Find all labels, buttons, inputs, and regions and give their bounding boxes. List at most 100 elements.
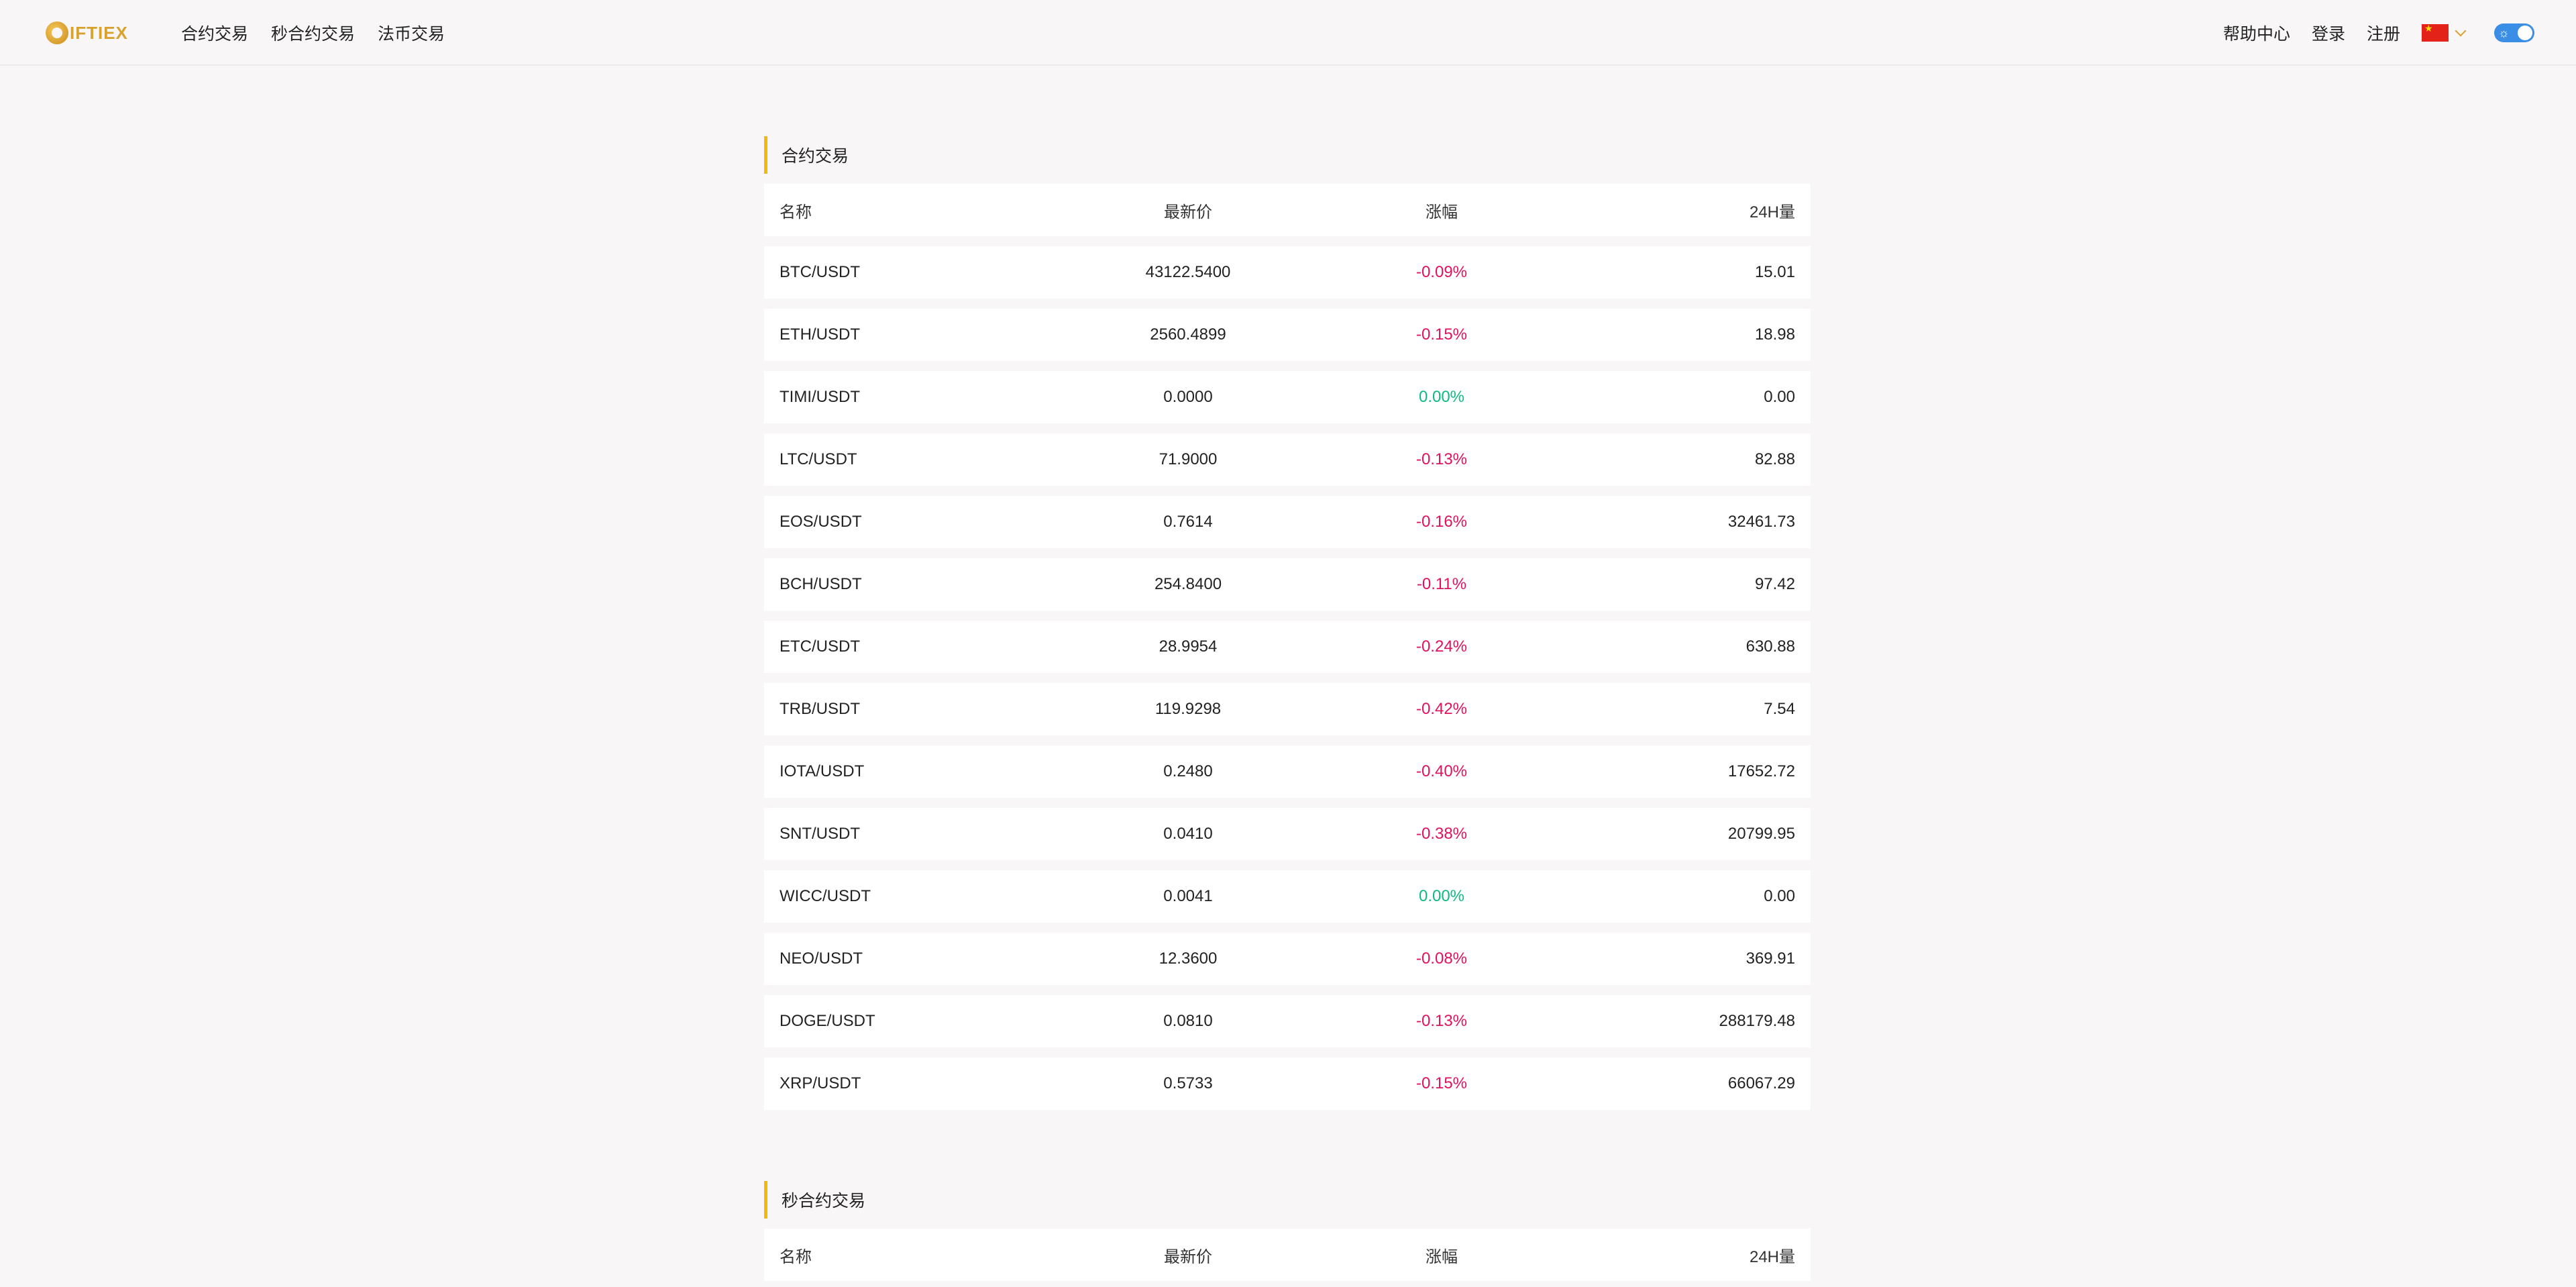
table-header: 名称 最新价 涨幅 24H量 bbox=[764, 184, 1811, 236]
pair-name: TIMI/USDT bbox=[780, 388, 860, 406]
change-percent: -0.42% bbox=[1415, 700, 1468, 718]
latest-price: 12.3600 bbox=[1159, 949, 1218, 968]
logo[interactable]: IFTIEX bbox=[46, 17, 128, 48]
change-percent: -0.38% bbox=[1415, 825, 1468, 843]
volume-24h: 369.91 bbox=[1746, 949, 1795, 968]
table-row[interactable]: LTC/USDT 71.9000 -0.13% 82.88 bbox=[764, 433, 1811, 486]
latest-price: 0.0000 bbox=[1163, 388, 1213, 406]
volume-24h: 7.54 bbox=[1764, 700, 1795, 718]
change-percent: -0.16% bbox=[1415, 513, 1468, 531]
volume-24h: 0.00 bbox=[1764, 388, 1795, 406]
col-change-header: 涨幅 bbox=[1426, 1247, 1458, 1266]
latest-price: 0.0810 bbox=[1163, 1012, 1213, 1030]
user-nav: 帮助中心 登录 注册 ☼ bbox=[2223, 0, 2534, 66]
latest-price: 254.8400 bbox=[1154, 575, 1222, 593]
volume-24h: 97.42 bbox=[1754, 575, 1795, 593]
change-percent: -0.24% bbox=[1415, 637, 1468, 656]
help-center-link[interactable]: 帮助中心 bbox=[2222, 25, 2290, 44]
pair-name: ETC/USDT bbox=[780, 637, 860, 656]
latest-price: 0.2480 bbox=[1163, 762, 1213, 780]
language-selector[interactable] bbox=[2422, 23, 2467, 42]
latest-price: 2560.4899 bbox=[1150, 325, 1226, 344]
col-volume-header: 24H量 bbox=[1749, 203, 1795, 221]
col-volume-header: 24H量 bbox=[1749, 1247, 1795, 1266]
change-percent: -0.13% bbox=[1415, 1012, 1468, 1030]
nav-contract-trading[interactable]: 合约交易 bbox=[181, 25, 249, 44]
col-change-header: 涨幅 bbox=[1426, 203, 1458, 221]
register-link[interactable]: 注册 bbox=[2366, 25, 2400, 44]
pair-name: IOTA/USDT bbox=[780, 762, 865, 780]
login-link[interactable]: 登录 bbox=[2311, 25, 2345, 44]
market-rows: BTC/USDT 43122.5400 -0.09% 15.01 ETH/USDT 256… bbox=[764, 246, 1811, 1110]
latest-price: 0.7614 bbox=[1163, 513, 1213, 531]
chevron-down-icon bbox=[2455, 25, 2467, 37]
pair-name: WICC/USDT bbox=[780, 887, 871, 905]
table-row[interactable]: WICC/USDT 0.0041 0.00% 0.00 bbox=[764, 870, 1811, 923]
pair-name: TRB/USDT bbox=[780, 700, 860, 718]
latest-price: 0.5733 bbox=[1163, 1074, 1213, 1092]
latest-price: 119.9298 bbox=[1155, 700, 1222, 718]
volume-24h: 18.98 bbox=[1754, 325, 1795, 344]
table-row[interactable]: IOTA/USDT 0.2480 -0.40% 17652.72 bbox=[764, 745, 1811, 798]
table-row[interactable]: ETC/USDT 28.9954 -0.24% 630.88 bbox=[764, 621, 1811, 673]
pair-name: BTC/USDT bbox=[780, 263, 860, 281]
change-percent: 0.00% bbox=[1418, 388, 1465, 406]
volume-24h: 32461.73 bbox=[1727, 513, 1795, 531]
contract-trading-section: 合约交易 名称 最新价 涨幅 24H量 BTC/USDT 43122.5400 -0… bbox=[764, 136, 1811, 1110]
logo-text: IFTIEX bbox=[70, 22, 128, 43]
pair-name: DOGE/USDT bbox=[780, 1012, 875, 1030]
change-percent: -0.15% bbox=[1415, 325, 1468, 344]
table-row[interactable]: TRB/USDT 119.9298 -0.42% 7.54 bbox=[764, 683, 1811, 735]
section-title: 秒合约交易 bbox=[764, 1181, 1811, 1219]
change-percent: -0.13% bbox=[1415, 450, 1468, 468]
volume-24h: 17652.72 bbox=[1727, 762, 1795, 780]
latest-price: 0.0410 bbox=[1163, 825, 1213, 843]
table-row[interactable]: XRP/USDT 0.5733 -0.15% 66067.29 bbox=[764, 1058, 1811, 1110]
change-percent: -0.09% bbox=[1415, 263, 1468, 281]
pair-name: EOS/USDT bbox=[780, 513, 862, 531]
latest-price: 28.9954 bbox=[1159, 637, 1218, 656]
table-row[interactable]: DOGE/USDT 0.0810 -0.13% 288179.48 bbox=[764, 995, 1811, 1047]
theme-toggle[interactable]: ☼ bbox=[2494, 23, 2534, 42]
volume-24h: 20799.95 bbox=[1727, 825, 1795, 843]
nav-fiat-trading[interactable]: 法币交易 bbox=[378, 25, 445, 44]
pair-name: SNT/USDT bbox=[780, 825, 860, 843]
table-row[interactable]: TIMI/USDT 0.0000 0.00% 0.00 bbox=[764, 371, 1811, 423]
sun-icon: ☼ bbox=[2498, 26, 2510, 40]
latest-price: 0.0041 bbox=[1163, 887, 1213, 905]
pair-name: LTC/USDT bbox=[780, 450, 857, 468]
table-row[interactable]: EOS/USDT 0.7614 -0.16% 32461.73 bbox=[764, 496, 1811, 548]
table-row[interactable]: NEO/USDT 12.3600 -0.08% 369.91 bbox=[764, 933, 1811, 985]
change-percent: -0.11% bbox=[1416, 575, 1467, 593]
top-header: IFTIEX 合约交易 秒合约交易 法币交易 帮助中心 登录 注册 ☼ bbox=[0, 0, 2576, 66]
pair-name: NEO/USDT bbox=[780, 949, 863, 968]
volume-24h: 15.01 bbox=[1754, 263, 1795, 281]
change-percent: -0.08% bbox=[1415, 949, 1468, 968]
table-row[interactable]: BTC/USDT 43122.5400 -0.09% 15.01 bbox=[764, 246, 1811, 299]
logo-icon bbox=[46, 21, 68, 44]
nav-second-contract-trading[interactable]: 秒合约交易 bbox=[271, 25, 356, 44]
col-price-header: 最新价 bbox=[1164, 1247, 1212, 1266]
col-name-header: 名称 bbox=[780, 1247, 812, 1266]
main-nav: 合约交易 秒合约交易 法币交易 bbox=[181, 0, 445, 66]
pair-name: ETH/USDT bbox=[780, 325, 860, 344]
table-header: 名称 最新价 涨幅 24H量 bbox=[764, 1229, 1811, 1281]
volume-24h: 288179.48 bbox=[1719, 1012, 1795, 1030]
table-row[interactable]: SNT/USDT 0.0410 -0.38% 20799.95 bbox=[764, 808, 1811, 860]
pair-name: XRP/USDT bbox=[780, 1074, 861, 1092]
volume-24h: 66067.29 bbox=[1727, 1074, 1795, 1092]
second-contract-section: 秒合约交易 名称 最新价 涨幅 24H量 bbox=[764, 1181, 1811, 1281]
volume-24h: 82.88 bbox=[1754, 450, 1795, 468]
latest-price: 71.9000 bbox=[1159, 450, 1218, 468]
toggle-knob bbox=[2518, 25, 2532, 40]
section-title: 合约交易 bbox=[764, 136, 1811, 174]
col-price-header: 最新价 bbox=[1164, 203, 1212, 221]
table-row[interactable]: ETH/USDT 2560.4899 -0.15% 18.98 bbox=[764, 309, 1811, 361]
change-percent: -0.40% bbox=[1415, 762, 1468, 780]
china-flag-icon bbox=[2422, 23, 2449, 42]
table-row[interactable]: BCH/USDT 254.8400 -0.11% 97.42 bbox=[764, 558, 1811, 611]
latest-price: 43122.5400 bbox=[1145, 263, 1231, 281]
volume-24h: 0.00 bbox=[1764, 887, 1795, 905]
change-percent: -0.15% bbox=[1415, 1074, 1468, 1092]
pair-name: BCH/USDT bbox=[780, 575, 862, 593]
